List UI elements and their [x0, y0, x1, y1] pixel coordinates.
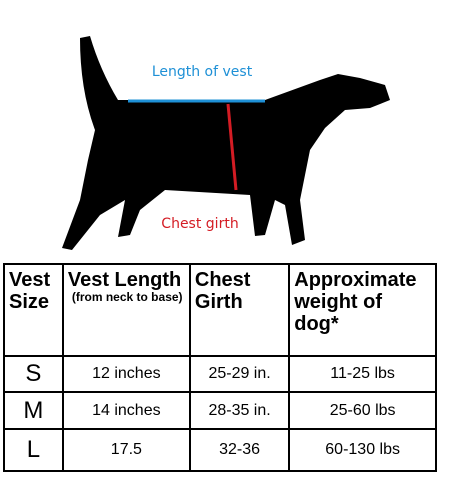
value-cell: 17.5	[61, 428, 191, 472]
value-cell: 14 inches	[61, 391, 191, 430]
size-cell: S	[3, 355, 64, 393]
table-row: L 17.5 32-36 60-130 lbs	[3, 428, 437, 472]
header-cell: Approximate weight of dog*	[288, 263, 437, 357]
header-cell: Vest Length (from neck to base)	[61, 263, 191, 357]
length-label: Length of vest	[152, 64, 253, 80]
header-cell: Chest Girth	[188, 263, 291, 357]
size-cell: L	[3, 428, 64, 472]
header-row: Vest Size Vest Length (from neck to base) C…	[3, 263, 437, 357]
value-cell: 12 inches	[61, 355, 191, 393]
dog-silhouette	[62, 36, 390, 250]
header-title: Approximate weight of dog*	[294, 269, 417, 335]
value-cell: 25-60 lbs	[288, 391, 437, 430]
size-table: Vest Size Vest Length (from neck to base) C…	[3, 263, 437, 472]
value-cell: 25-29 in.	[188, 355, 291, 393]
header-note: (from neck to base)	[71, 290, 183, 304]
header-cell: Vest Size	[3, 263, 64, 357]
dog-diagram: Length of vest Chest girth	[62, 36, 390, 250]
value-cell: 60-130 lbs	[288, 428, 437, 472]
value-cell: 32-36	[188, 428, 291, 472]
header-title: Chest Girth	[194, 269, 251, 313]
table-row: S 12 inches 25-29 in. 11-25 lbs	[3, 355, 437, 393]
size-cell: M	[3, 391, 64, 430]
value-cell: 28-35 in.	[188, 391, 291, 430]
value-cell: 11-25 lbs	[288, 355, 437, 393]
header-title: Vest Length	[67, 269, 182, 291]
table-row: M 14 inches 28-35 in. 25-60 lbs	[3, 391, 437, 430]
girth-label: Chest girth	[161, 216, 238, 232]
header-title: Vest Size	[9, 269, 51, 313]
girth-line	[226, 103, 238, 191]
